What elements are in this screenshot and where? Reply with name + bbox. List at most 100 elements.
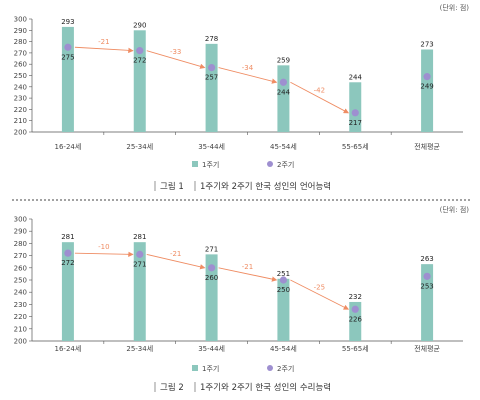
legend-label-2주기: 2주기: [277, 364, 294, 373]
caption-label: 그림 1: [160, 181, 184, 192]
x-tick-label: 전체평균: [414, 142, 440, 151]
data-label-1주기: 290: [133, 21, 146, 29]
legend-swatch-2주기: [267, 161, 273, 167]
x-tick-label: 16-24세: [55, 142, 82, 151]
bar-1주기: [61, 242, 74, 341]
data-label-2주기: 260: [205, 274, 218, 282]
difference-label: -21: [170, 250, 181, 258]
y-tick-label: 300: [14, 16, 27, 24]
bar-1주기: [277, 278, 290, 341]
unit-note: (단위: 점): [440, 205, 470, 214]
data-label-1주기: 251: [277, 270, 290, 278]
data-label-2주기: 217: [349, 119, 362, 127]
bar-1주기: [61, 26, 74, 132]
x-tick-label: 55-65세: [342, 344, 369, 353]
data-label-1주기: 281: [61, 233, 74, 241]
chart-1: (단위: 점) 200 210 220 230 240 250 260 270 280 290 300…: [14, 3, 470, 192]
data-label-2주기: 253: [420, 282, 433, 290]
y-tick-label: 210: [14, 117, 27, 125]
caption-text: 1주기와 2주기 한국 성인의 언어능력: [200, 181, 331, 192]
data-label-2주기: 244: [277, 88, 291, 96]
legend: 1주기 2주기: [192, 364, 294, 373]
data-label-1주기: 273: [420, 41, 433, 49]
data-label-1주기: 244: [349, 73, 363, 81]
legend-label-1주기: 1주기: [202, 160, 219, 169]
point-2주기: [64, 43, 72, 51]
legend-swatch-1주기: [192, 365, 198, 371]
x-tick-label: 35-44세: [198, 142, 225, 151]
data-label-1주기: 271: [205, 245, 218, 253]
point-2주기: [423, 272, 431, 280]
x-tick-label: 25-34세: [126, 142, 153, 151]
y-tick-label: 260: [14, 264, 27, 272]
figure-caption: 그림 2 1주기와 2주기 한국 성인의 수리능력: [154, 382, 331, 393]
point-2주기: [136, 47, 144, 55]
y-tick-label: 280: [14, 240, 27, 248]
caption-text: 1주기와 2주기 한국 성인의 수리능력: [200, 382, 331, 393]
data-label-2주기: 275: [61, 53, 74, 61]
change-arrow: [290, 279, 350, 310]
y-tick-label: 230: [14, 301, 27, 309]
difference-label: -33: [170, 48, 181, 56]
point-2주기: [136, 250, 144, 258]
chart-2: (단위: 점) 200 210 220 230 240 250 260 270 280 290 300…: [14, 205, 470, 393]
point-2주기: [207, 63, 216, 72]
y-tick-label: 200: [14, 129, 27, 137]
y-tick-label: 300: [14, 216, 27, 224]
data-label-2주기: 271: [133, 260, 146, 268]
data-label-2주기: 250: [277, 286, 290, 294]
difference-label: -21: [242, 263, 253, 271]
x-tick-label: 전체평균: [414, 344, 440, 353]
data-label-2주기: 226: [349, 315, 363, 323]
change-arrow: [218, 67, 278, 84]
change-arrow: [218, 267, 278, 282]
y-tick-label: 250: [14, 277, 27, 285]
point-2주기: [207, 264, 216, 272]
y-tick-label: 260: [14, 61, 27, 69]
y-tick-label: 290: [14, 27, 27, 35]
y-tick-label: 210: [14, 325, 27, 333]
x-tick-label: 45-54세: [270, 344, 297, 353]
point-2주기: [64, 249, 72, 257]
bar-1주기: [205, 254, 218, 341]
change-arrow: [74, 251, 134, 257]
caption-label: 그림 2: [160, 382, 184, 393]
point-2주기: [351, 109, 359, 117]
point-2주기: [279, 78, 288, 86]
data-label-1주기: 263: [420, 255, 433, 263]
change-arrow: [146, 50, 206, 69]
x-tick-label: 55-65세: [342, 142, 369, 151]
point-2주기: [423, 73, 431, 81]
bar-1주기: [133, 242, 146, 341]
data-label-2주기: 249: [420, 83, 433, 91]
bar-1주기: [205, 43, 218, 132]
difference-label: -34: [242, 64, 254, 72]
difference-label: -10: [98, 243, 109, 251]
legend-label-2주기: 2주기: [277, 160, 294, 169]
unit-note: (단위: 점): [440, 3, 470, 12]
bar-1주기: [421, 264, 434, 341]
legend-swatch-1주기: [192, 161, 198, 167]
legend-swatch-2주기: [267, 365, 273, 371]
data-label-2주기: 272: [133, 57, 146, 65]
data-label-1주기: 293: [61, 18, 74, 26]
change-arrow: [290, 81, 350, 114]
y-tick-label: 240: [14, 289, 27, 297]
difference-label: -25: [314, 284, 325, 292]
legend: 1주기 2주기: [192, 160, 294, 169]
y-tick-label: 290: [14, 228, 27, 236]
data-label-1주기: 281: [133, 233, 146, 241]
legend-label-1주기: 1주기: [202, 364, 219, 373]
difference-label: -42: [314, 87, 325, 95]
data-label-2주기: 257: [205, 74, 218, 82]
y-tick-label: 270: [14, 49, 27, 57]
difference-label: -21: [98, 38, 109, 46]
y-tick-label: 220: [14, 313, 27, 321]
x-tick-label: 35-44세: [198, 344, 225, 353]
y-tick-label: 230: [14, 95, 27, 103]
x-tick-label: 16-24세: [55, 344, 82, 353]
y-tick-label: 200: [14, 338, 27, 346]
x-tick-label: 25-34세: [126, 344, 153, 353]
bar-1주기: [421, 49, 434, 133]
